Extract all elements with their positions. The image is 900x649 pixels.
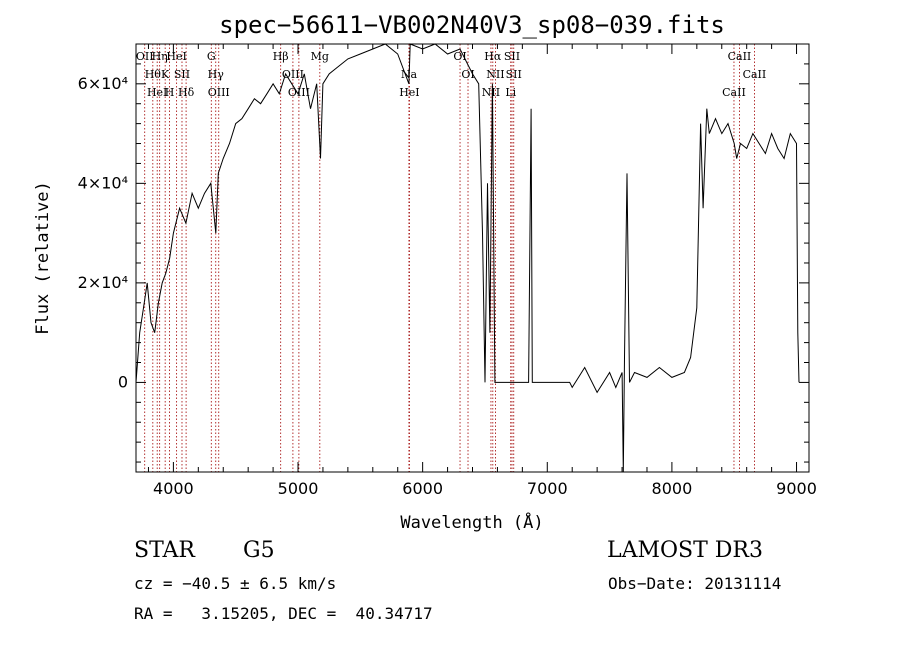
subclass: G5 bbox=[243, 538, 275, 563]
y-tick-label: 0 bbox=[118, 372, 128, 391]
chart-title: spec−56611−VB002N40V3_sp08−039.fits bbox=[219, 11, 725, 39]
x-axis-label: Wavelength (Å) bbox=[400, 511, 543, 533]
spectral-line-label: Hγ bbox=[208, 68, 225, 81]
spectral-line-label: Hβ bbox=[273, 50, 289, 63]
spectral-line-label: SII bbox=[174, 68, 190, 81]
spectral-line-label: CaII bbox=[728, 50, 752, 63]
spectral-line-label: Hη bbox=[152, 50, 168, 63]
spectral-line-label: NII bbox=[482, 86, 500, 99]
y-axis: 0 2×10⁴ 4×10⁴ 6×10⁴ bbox=[78, 63, 809, 463]
y-tick-label: 6×10⁴ bbox=[78, 74, 128, 93]
spectral-line-label: Hδ bbox=[178, 86, 195, 99]
spectral-line-label: CaII bbox=[722, 86, 746, 99]
spectral-line-label: HeI bbox=[147, 86, 167, 99]
survey-name: LAMOST DR3 bbox=[607, 538, 763, 563]
spectral-line-label: HeI bbox=[399, 86, 419, 99]
spectral-line-label: H bbox=[165, 86, 175, 99]
spectral-line-label: SII bbox=[506, 68, 522, 81]
x-tick-label: 4000 bbox=[153, 479, 194, 498]
x-tick-label: 5000 bbox=[278, 479, 319, 498]
spectral-line-label: NII bbox=[486, 68, 504, 81]
spectral-line-labels: OIIHθHeIHηKHHeISIIHδGHγOIIIHβOIIIOIIIMgN… bbox=[136, 50, 766, 99]
spectral-line-label: HeI bbox=[166, 50, 186, 63]
y-tick-label: 2×10⁴ bbox=[78, 273, 128, 292]
x-tick-label: 8000 bbox=[652, 479, 693, 498]
spectrum-line bbox=[135, 43, 800, 473]
y-axis-label: Flux (relative) bbox=[33, 181, 53, 335]
spectral-line-label: K bbox=[161, 68, 170, 81]
spectral-line-label: CaII bbox=[743, 68, 767, 81]
x-tick-label: 7000 bbox=[527, 479, 568, 498]
spectral-line-label: OII bbox=[136, 50, 154, 63]
x-tick-label: 6000 bbox=[402, 479, 443, 498]
spectral-line-label: Li bbox=[505, 86, 516, 99]
y-tick-label: 4×10⁴ bbox=[78, 173, 128, 192]
coordinates: RA = 3.15205, DEC = 40.34717 bbox=[134, 604, 433, 623]
spectral-line-label: OIII bbox=[282, 68, 304, 81]
spectral-line-label: OI bbox=[453, 50, 466, 63]
spectral-line-label: G bbox=[207, 50, 216, 63]
x-tick-label: 9000 bbox=[776, 479, 817, 498]
spectral-line-markers bbox=[144, 44, 755, 472]
plot-frame bbox=[135, 43, 810, 473]
x-axis: 4000 5000 6000 7000 8000 9000 bbox=[147, 44, 817, 498]
obs-date: Obs−Date: 20131114 bbox=[608, 574, 782, 593]
spectral-line-label: OIII bbox=[208, 86, 230, 99]
spectral-line-label: Mg bbox=[311, 50, 329, 63]
spectral-line-label: Hθ bbox=[145, 68, 162, 81]
object-class: STAR bbox=[134, 538, 195, 563]
spectral-line-label: SII bbox=[504, 50, 520, 63]
redshift-readout: cz = −40.5 ± 6.5 km/s bbox=[134, 574, 337, 593]
spectral-line-label: Hα bbox=[484, 50, 502, 63]
